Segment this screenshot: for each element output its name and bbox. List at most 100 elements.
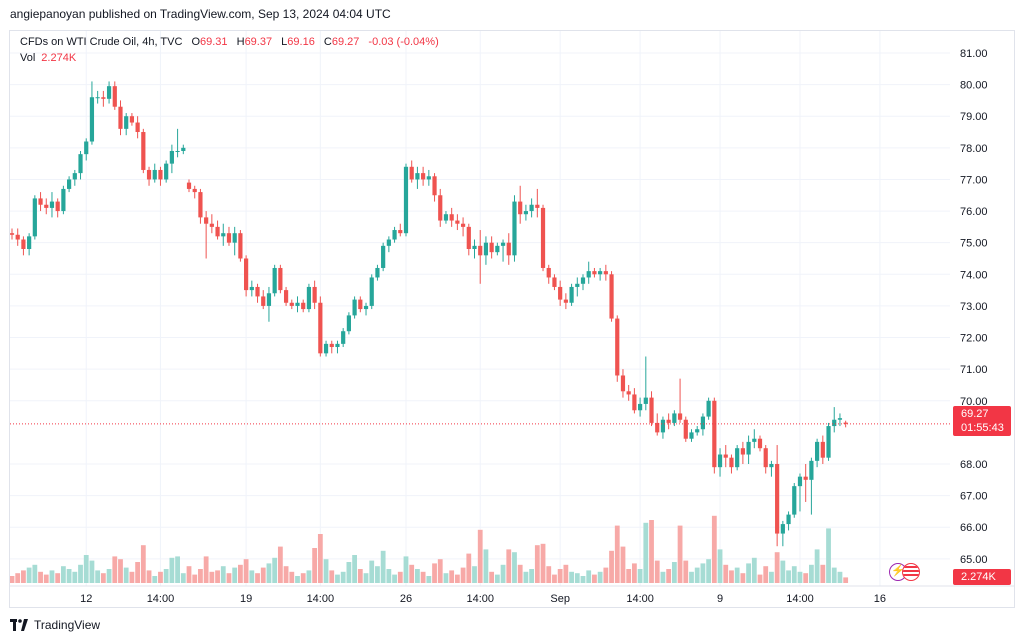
volume-bar <box>335 574 340 583</box>
volume-bar <box>209 571 215 583</box>
candle-body <box>146 169 152 180</box>
candle-body <box>118 106 123 129</box>
volume-bar <box>426 576 432 583</box>
volume-bar <box>169 557 175 583</box>
candle-body <box>358 299 363 310</box>
volume-bar <box>483 549 489 583</box>
legend-volume-label: Vol <box>20 52 36 64</box>
volume-bar <box>420 571 426 583</box>
volume-bar <box>232 567 238 583</box>
legend-low-value: 69.16 <box>287 36 315 48</box>
volume-bar <box>689 571 694 583</box>
candle-body <box>700 416 706 430</box>
volume-bar <box>226 573 232 583</box>
legend-close-value: 69.27 <box>331 36 360 48</box>
volume-bar <box>49 570 55 583</box>
candle-body <box>478 245 483 256</box>
legend-volume-value: 2.274K <box>41 52 77 64</box>
candle-body <box>803 476 808 480</box>
volume-bar <box>266 563 272 583</box>
candle-body <box>506 242 511 256</box>
candle-body <box>21 239 26 250</box>
volume-bar <box>837 571 843 583</box>
candle-body <box>261 296 266 306</box>
volume-bar <box>369 560 375 583</box>
y-tick-label: 67.00 <box>960 491 988 503</box>
volume-bar <box>649 520 654 583</box>
candle-body <box>289 302 294 306</box>
candle-body <box>546 267 551 278</box>
candle-body <box>15 234 20 240</box>
candle-body <box>329 343 334 348</box>
legend-open-label: O <box>191 36 201 48</box>
candlestick-chart[interactable]: 81.00 80.00 79.00 78.00 77.00 76.00 75.00 74.00… <box>10 31 1014 607</box>
candle-body <box>438 195 443 221</box>
candle-body <box>792 486 797 515</box>
candle-body <box>49 201 55 208</box>
candle-body <box>186 182 192 189</box>
volume-bar <box>415 569 420 583</box>
candle-body <box>38 198 43 205</box>
legend-high-label: H <box>236 36 245 48</box>
volume-bar <box>118 559 123 583</box>
volume-bar <box>38 571 43 583</box>
volume-bar <box>243 559 249 583</box>
candle-body <box>552 277 557 287</box>
legend-symbol[interactable]: CFDs on WTI Crude Oil, 4h, TVC <box>20 36 183 48</box>
legend-low-label: L <box>281 36 288 48</box>
volume-bar <box>249 570 255 583</box>
volume-bar <box>123 567 129 583</box>
x-tick-label: 9 <box>717 593 723 605</box>
candle-body <box>683 419 688 439</box>
volume-bar <box>403 556 409 583</box>
volume-bar <box>494 574 500 583</box>
volume-bar <box>158 571 163 583</box>
volume-bar <box>557 569 563 583</box>
candle-body <box>27 236 32 250</box>
candle-body <box>209 223 214 227</box>
volume-bar <box>146 570 152 583</box>
volume-bar <box>329 570 335 583</box>
candle-body <box>695 429 700 433</box>
volume-bar <box>175 556 180 583</box>
candle-body <box>626 391 631 395</box>
volume-bar <box>363 573 369 583</box>
volume-bar <box>260 567 266 583</box>
candle-body <box>655 422 660 433</box>
candle-body <box>112 86 117 107</box>
candle-body <box>198 192 203 218</box>
volume-bar <box>460 567 466 583</box>
candle-body <box>403 166 409 234</box>
volume-bar <box>734 567 740 583</box>
candle-body <box>301 302 306 310</box>
volume-bar <box>671 562 677 583</box>
candle-body <box>512 201 517 256</box>
candle-body <box>278 267 283 291</box>
candle-body <box>106 86 112 99</box>
candle-body <box>815 441 820 461</box>
volume-bar <box>192 574 198 583</box>
volume-bar <box>814 549 820 583</box>
volume-bar <box>826 528 831 583</box>
us-flag-icon[interactable] <box>902 563 920 581</box>
candle-body <box>129 116 135 123</box>
footer-brand[interactable]: TradingView <box>34 618 101 632</box>
candle-body <box>67 179 72 189</box>
volume-bar <box>100 573 106 583</box>
candle-body <box>569 286 574 303</box>
volume-bar <box>466 553 472 583</box>
volume-bar <box>717 549 723 583</box>
volume-bar <box>609 550 614 583</box>
candle-body <box>95 97 100 99</box>
candle-body <box>375 267 380 278</box>
volume-bar <box>72 571 78 583</box>
candle-body <box>586 271 591 278</box>
candle-body <box>752 438 757 442</box>
volume-bar <box>809 564 814 583</box>
candle-body <box>124 116 129 129</box>
volume-bar <box>763 566 769 583</box>
volume-bar <box>129 571 135 583</box>
candle-body <box>580 277 586 284</box>
candle-body <box>312 286 317 303</box>
volume-bar <box>83 555 89 583</box>
